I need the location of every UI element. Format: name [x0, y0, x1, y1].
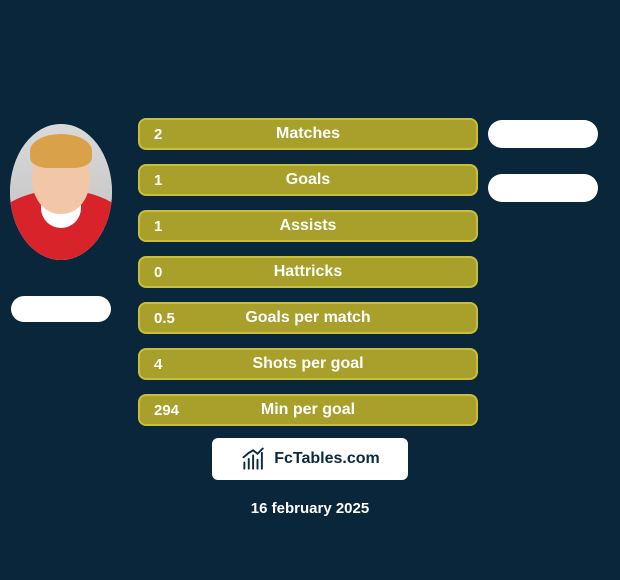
stat-row: 1 Goals [138, 164, 478, 196]
brand-prefix: Fc [274, 450, 293, 467]
fctables-logo: FcTables.com [212, 438, 408, 480]
stat-value: 0 [154, 264, 162, 281]
player2-column [488, 120, 598, 202]
chart-icon [240, 445, 268, 473]
stat-label: Min per goal [261, 401, 355, 419]
player2-blank-pill [488, 120, 598, 148]
player1-avatar [10, 124, 112, 260]
stat-label: Goals [286, 171, 330, 189]
stat-label: Shots per goal [252, 355, 363, 373]
logo-text: FcTables.com [274, 450, 380, 468]
stat-row: 294 Min per goal [138, 394, 478, 426]
player1-name-pill [11, 296, 111, 322]
stat-label: Goals per match [245, 309, 370, 327]
stat-label: Assists [280, 217, 337, 235]
stat-value: 1 [154, 218, 162, 235]
stat-row: 0.5 Goals per match [138, 302, 478, 334]
brand-main: Tables [293, 450, 343, 467]
date: 16 february 2025 [0, 500, 620, 517]
stat-value: 4 [154, 356, 162, 373]
stat-value: 2 [154, 126, 162, 143]
brand-suffix: .com [342, 450, 379, 467]
stat-value: 0.5 [154, 310, 175, 327]
player2-blank-pill [488, 174, 598, 202]
stat-rows: 2 Matches 1 Goals 1 Assists 0 Hattricks 0.5 Goals… [138, 118, 478, 426]
stat-row: 1 Assists [138, 210, 478, 242]
player1-column [10, 124, 112, 322]
stat-value: 1 [154, 172, 162, 189]
stat-row: 0 Hattricks [138, 256, 478, 288]
stat-label: Matches [276, 125, 340, 143]
stat-row: 2 Matches [138, 118, 478, 150]
stat-value: 294 [154, 402, 179, 419]
stat-row: 4 Shots per goal [138, 348, 478, 380]
stat-label: Hattricks [274, 263, 342, 281]
